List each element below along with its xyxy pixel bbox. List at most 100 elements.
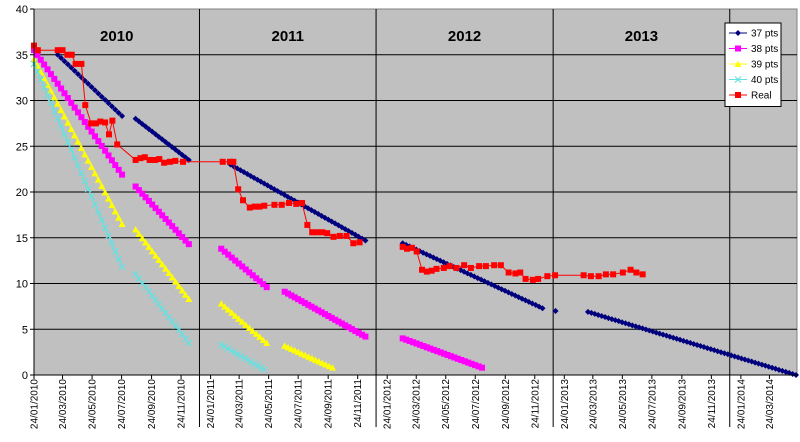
data-point <box>426 252 433 259</box>
data-point <box>77 169 85 177</box>
data-point <box>420 343 427 350</box>
data-point <box>336 232 343 239</box>
x-tick-label: 24/03/2013 <box>588 379 599 429</box>
data-point <box>182 335 189 343</box>
data-point <box>81 177 89 185</box>
data-point <box>172 278 180 285</box>
data-point <box>185 339 193 347</box>
x-tick-label: 24/11/2010 <box>177 379 188 429</box>
series-39-pts <box>30 55 337 371</box>
data-point <box>71 154 79 162</box>
data-point <box>219 158 226 165</box>
data-point <box>85 80 92 87</box>
data-point <box>260 281 267 288</box>
data-point <box>251 203 258 210</box>
data-point <box>508 290 515 297</box>
data-point <box>362 237 369 244</box>
data-point <box>304 221 311 228</box>
data-point <box>105 131 112 138</box>
legend: 37 pts 38 pts 39 pts 40 pts Real <box>724 22 782 107</box>
y-tick-label: 25 <box>16 141 28 153</box>
data-point <box>178 330 186 338</box>
data-point <box>467 264 474 271</box>
data-point <box>71 104 78 111</box>
data-point <box>111 207 119 215</box>
season-label: 2013 <box>625 28 658 45</box>
data-point <box>423 344 430 351</box>
series-38-pts <box>31 47 486 371</box>
data-point <box>158 260 166 268</box>
x-tick-label: 24/05/2011 <box>264 379 275 429</box>
data-point <box>78 114 85 121</box>
data-point <box>185 295 193 303</box>
data-point <box>135 275 143 283</box>
season-labels: 2010 2011 2012 2013 <box>100 28 658 45</box>
data-point <box>324 230 331 237</box>
data-point <box>67 146 75 154</box>
x-tick-label: 24/01/2014 <box>736 379 747 429</box>
data-point <box>88 193 96 201</box>
data-point <box>308 303 315 310</box>
data-point <box>285 199 292 206</box>
x-tick-label: 24/07/2013 <box>647 379 658 429</box>
data-point <box>408 244 415 251</box>
data-point <box>453 264 460 271</box>
data-point <box>263 339 271 346</box>
data-point <box>359 331 366 338</box>
data-point <box>224 345 232 353</box>
data-point <box>64 138 72 146</box>
data-point <box>78 60 85 67</box>
data-point <box>108 157 115 164</box>
legend-marker <box>735 45 741 52</box>
data-point <box>81 118 88 125</box>
data-point <box>539 305 546 312</box>
data-point <box>529 276 536 283</box>
data-point <box>74 162 82 169</box>
data-point <box>587 273 594 280</box>
data-point <box>217 300 225 307</box>
data-point <box>182 237 189 244</box>
data-point <box>95 90 102 97</box>
data-point <box>552 307 559 314</box>
data-point <box>172 322 179 330</box>
legend-entry: 40 pts <box>729 75 778 86</box>
data-point <box>221 248 228 255</box>
legend-marker <box>735 92 741 98</box>
data-point <box>152 252 160 259</box>
data-point <box>185 241 192 248</box>
data-point <box>245 324 253 331</box>
data-point <box>142 283 150 291</box>
data-point <box>166 158 173 165</box>
data-point <box>68 99 75 106</box>
data-point <box>325 313 332 320</box>
data-point <box>281 288 288 295</box>
data-point <box>242 266 249 273</box>
y-tick-label: 10 <box>16 279 28 291</box>
x-tick-label: 24/05/2010 <box>88 379 99 429</box>
data-point <box>441 350 448 357</box>
x-tick-label: 24/03/2011 <box>235 379 246 429</box>
data-point <box>50 93 58 101</box>
data-point <box>152 205 159 212</box>
data-point <box>175 230 182 237</box>
data-point <box>505 269 512 276</box>
y-tick-label: 5 <box>22 324 28 336</box>
data-point <box>105 152 112 159</box>
data-point <box>322 311 329 318</box>
data-point <box>271 201 278 208</box>
data-point <box>403 336 410 343</box>
data-point <box>91 169 99 177</box>
data-point <box>627 266 634 273</box>
data-point <box>404 245 411 252</box>
data-point <box>61 130 68 138</box>
data-point <box>94 176 102 183</box>
data-point <box>158 305 166 313</box>
data-point <box>254 362 262 370</box>
data-point <box>259 336 267 343</box>
data-point <box>175 282 183 290</box>
y-tick-label: 35 <box>16 50 28 62</box>
data-point <box>328 314 335 321</box>
data-point <box>338 320 345 327</box>
data-point <box>497 262 504 269</box>
x-tick-label: 24/03/2014 <box>765 379 776 429</box>
